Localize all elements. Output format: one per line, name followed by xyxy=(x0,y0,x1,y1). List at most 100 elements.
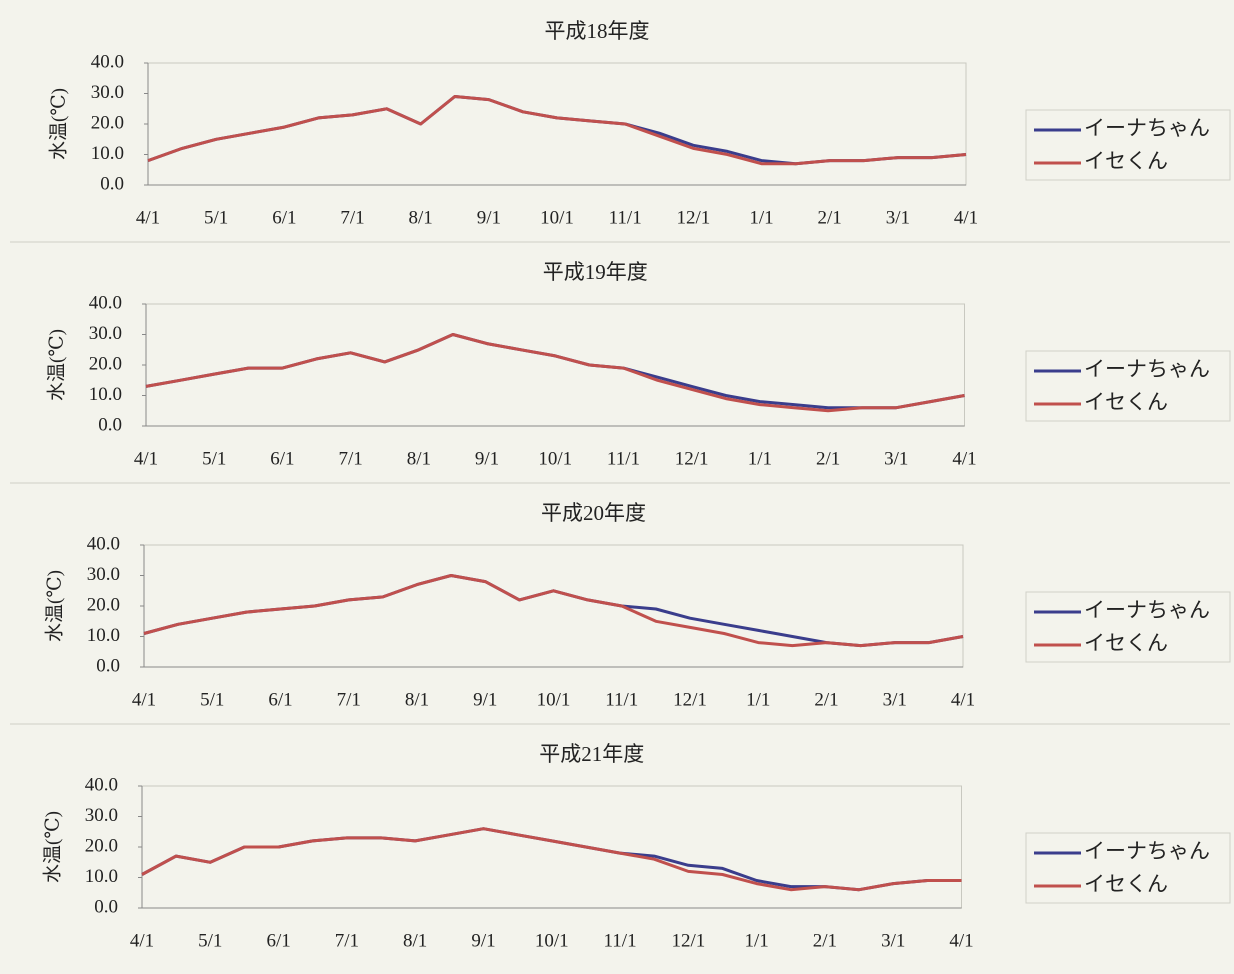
legend-box xyxy=(1025,350,1231,422)
x-tick-label: 9/1 xyxy=(475,448,499,469)
x-tick-label: 11/1 xyxy=(604,930,637,951)
x-tick-label: 8/1 xyxy=(409,207,433,228)
x-tick-label: 10/1 xyxy=(540,207,574,228)
y-tick-label: 20.0 xyxy=(89,353,122,374)
y-tick-label: 0.0 xyxy=(98,414,122,435)
chart-title: 平成21年度 xyxy=(539,742,644,766)
series-line xyxy=(141,827,962,892)
x-tick-label: 12/1 xyxy=(671,930,705,951)
x-tick-label: 4/1 xyxy=(951,689,975,710)
x-tick-label: 2/1 xyxy=(816,448,840,469)
x-tick-label: 3/1 xyxy=(883,689,907,710)
legend-label: イーナちゃん xyxy=(1084,116,1210,140)
x-tick-label: 11/1 xyxy=(609,207,642,228)
series-line xyxy=(147,95,967,166)
x-tick-label: 4/1 xyxy=(949,930,973,951)
x-tick-label: 6/1 xyxy=(268,689,292,710)
y-axis-label: 水温(℃) xyxy=(47,88,69,160)
x-tick-label: 7/1 xyxy=(340,207,364,228)
series-line xyxy=(145,333,965,410)
plot-area xyxy=(147,62,967,186)
plot-area xyxy=(143,544,964,668)
x-tick-label: 12/1 xyxy=(675,448,709,469)
x-tick-label: 4/1 xyxy=(130,930,154,951)
x-tick-label: 9/1 xyxy=(477,207,501,228)
y-tick-label: 40.0 xyxy=(85,774,118,795)
legend-label: イーナちゃん xyxy=(1084,357,1210,381)
legend-label: イセくん xyxy=(1084,149,1168,173)
x-tick-label: 6/1 xyxy=(272,207,296,228)
x-tick-label: 4/1 xyxy=(952,448,976,469)
x-tick-label: 1/1 xyxy=(749,207,773,228)
chart-title: 平成18年度 xyxy=(545,19,650,43)
x-tick-label: 9/1 xyxy=(473,689,497,710)
x-tick-label: 4/1 xyxy=(134,448,158,469)
y-tick-label: 10.0 xyxy=(89,384,122,405)
y-tick-label: 30.0 xyxy=(91,82,124,103)
x-tick-label: 7/1 xyxy=(335,930,359,951)
x-tick-label: 7/1 xyxy=(337,689,361,710)
y-tick-label: 30.0 xyxy=(85,805,118,826)
series-line xyxy=(143,574,964,648)
x-tick-label: 6/1 xyxy=(270,448,294,469)
x-tick-label: 6/1 xyxy=(266,930,290,951)
x-tick-label: 3/1 xyxy=(886,207,910,228)
x-tick-label: 1/1 xyxy=(748,448,772,469)
y-axis-label: 水温(℃) xyxy=(41,811,63,883)
chart-title: 平成20年度 xyxy=(541,501,646,525)
y-axis-label: 水温(℃) xyxy=(43,570,65,642)
x-tick-label: 11/1 xyxy=(607,448,640,469)
x-tick-label: 4/1 xyxy=(132,689,156,710)
x-tick-label: 3/1 xyxy=(884,448,908,469)
legend-label: イセくん xyxy=(1084,390,1168,414)
x-tick-label: 8/1 xyxy=(403,930,427,951)
y-tick-label: 0.0 xyxy=(94,896,118,917)
x-tick-label: 3/1 xyxy=(881,930,905,951)
legend-box xyxy=(1025,591,1231,663)
y-tick-label: 20.0 xyxy=(91,112,124,133)
legend-label: イーナちゃん xyxy=(1084,598,1210,622)
x-tick-label: 4/1 xyxy=(954,207,978,228)
x-tick-label: 10/1 xyxy=(535,930,569,951)
x-tick-label: 8/1 xyxy=(405,689,429,710)
y-tick-label: 40.0 xyxy=(91,51,124,72)
y-tick-label: 30.0 xyxy=(89,323,122,344)
y-tick-label: 10.0 xyxy=(87,625,120,646)
legend-box xyxy=(1025,832,1231,904)
x-tick-label: 5/1 xyxy=(204,207,228,228)
y-tick-label: 0.0 xyxy=(96,655,120,676)
x-tick-label: 1/1 xyxy=(744,930,768,951)
legend-label: イセくん xyxy=(1084,872,1168,896)
x-tick-label: 5/1 xyxy=(202,448,226,469)
x-tick-label: 9/1 xyxy=(471,930,495,951)
x-tick-label: 12/1 xyxy=(673,689,707,710)
chart-title: 平成19年度 xyxy=(543,260,648,284)
x-tick-label: 10/1 xyxy=(538,448,572,469)
x-tick-label: 4/1 xyxy=(136,207,160,228)
y-tick-label: 40.0 xyxy=(89,292,122,313)
series-line xyxy=(145,333,965,413)
y-tick-label: 40.0 xyxy=(87,533,120,554)
legend-label: イセくん xyxy=(1084,631,1168,655)
x-tick-label: 2/1 xyxy=(814,689,838,710)
x-tick-label: 8/1 xyxy=(407,448,431,469)
legend-box xyxy=(1025,109,1231,181)
y-tick-label: 20.0 xyxy=(85,835,118,856)
x-tick-label: 5/1 xyxy=(198,930,222,951)
x-tick-label: 5/1 xyxy=(200,689,224,710)
legend-label: イーナちゃん xyxy=(1084,839,1210,863)
x-tick-label: 11/1 xyxy=(605,689,638,710)
y-tick-label: 0.0 xyxy=(100,173,124,194)
series-line xyxy=(141,827,962,892)
x-tick-label: 12/1 xyxy=(676,207,710,228)
x-tick-label: 10/1 xyxy=(537,689,571,710)
x-tick-label: 1/1 xyxy=(746,689,770,710)
y-tick-label: 20.0 xyxy=(87,594,120,615)
y-axis-label: 水温(℃) xyxy=(45,329,67,401)
y-tick-label: 10.0 xyxy=(91,143,124,164)
y-tick-label: 10.0 xyxy=(85,866,118,887)
x-tick-label: 2/1 xyxy=(818,207,842,228)
x-tick-label: 7/1 xyxy=(338,448,362,469)
x-tick-label: 2/1 xyxy=(813,930,837,951)
